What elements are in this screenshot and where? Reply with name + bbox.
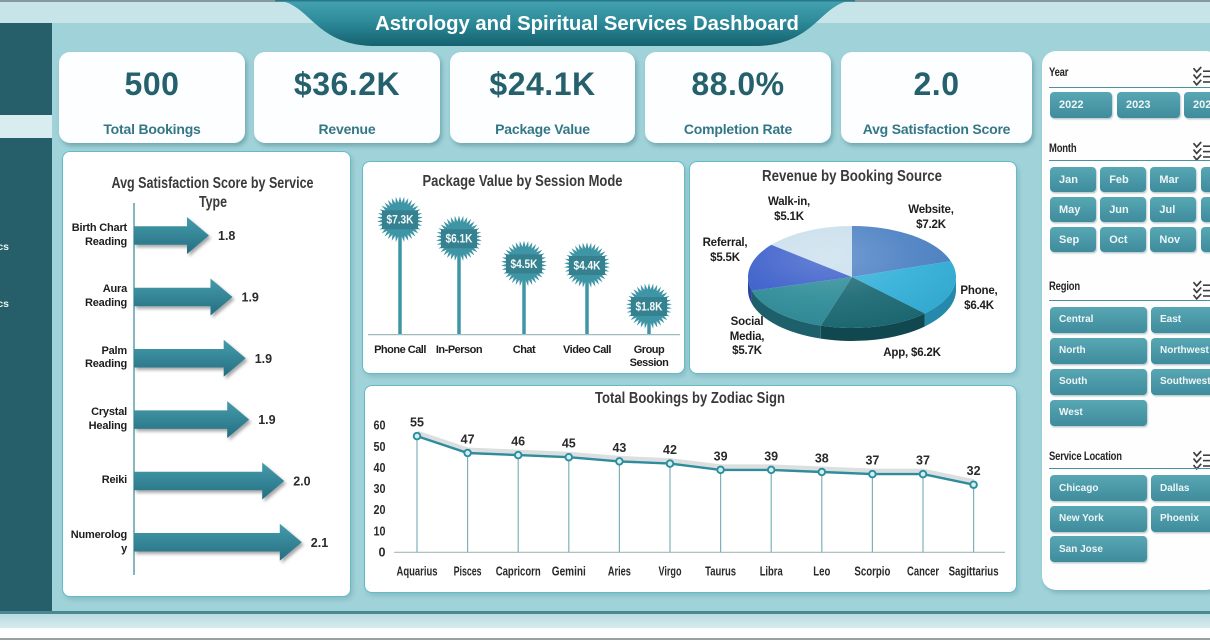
svg-text:40: 40 — [374, 461, 386, 475]
svg-text:42: 42 — [663, 443, 677, 457]
svg-text:60: 60 — [374, 419, 386, 433]
svg-text:37: 37 — [865, 454, 879, 468]
svg-text:1.9: 1.9 — [242, 291, 259, 305]
svg-text:55: 55 — [410, 416, 424, 430]
svg-text:10: 10 — [374, 524, 386, 538]
svg-text:$4.5K: $4.5K — [511, 257, 538, 271]
svg-text:0: 0 — [379, 546, 386, 560]
svg-text:45: 45 — [562, 437, 576, 451]
svg-text:Capricorn: Capricorn — [496, 564, 541, 579]
svg-text:Revenue by Booking Source: Revenue by Booking Source — [762, 168, 942, 185]
svg-text:Gemini: Gemini — [552, 564, 586, 579]
svg-text:Libra: Libra — [760, 564, 784, 579]
svg-text:50: 50 — [374, 440, 386, 454]
svg-text:Type: Type — [199, 194, 227, 211]
svg-text:39: 39 — [714, 449, 728, 463]
svg-text:Taurus: Taurus — [705, 564, 736, 579]
svg-text:Aquarius: Aquarius — [397, 564, 438, 579]
svg-text:37: 37 — [916, 454, 930, 468]
svg-text:2.1: 2.1 — [311, 536, 328, 550]
svg-text:$1.8K: $1.8K — [636, 299, 663, 313]
svg-text:39: 39 — [764, 449, 778, 463]
svg-text:$6.1K: $6.1K — [446, 232, 473, 246]
svg-text:$4.4K: $4.4K — [574, 258, 601, 272]
svg-text:$7.3K: $7.3K — [387, 213, 414, 227]
svg-text:Package Value by Session Mode: Package Value by Session Mode — [423, 173, 623, 190]
svg-text:Cancer: Cancer — [907, 564, 939, 579]
svg-text:1.8: 1.8 — [218, 229, 235, 243]
svg-text:Aries: Aries — [608, 564, 631, 579]
svg-text:47: 47 — [461, 432, 475, 446]
svg-text:38: 38 — [815, 452, 829, 466]
svg-text:Virgo: Virgo — [659, 564, 682, 579]
svg-text:43: 43 — [612, 441, 626, 455]
svg-text:2.0: 2.0 — [293, 475, 310, 489]
svg-text:1.9: 1.9 — [258, 413, 275, 427]
svg-text:Leo: Leo — [813, 564, 830, 579]
svg-text:Sagittarius: Sagittarius — [949, 564, 999, 579]
svg-text:Scorpio: Scorpio — [854, 564, 890, 579]
svg-text:46: 46 — [511, 435, 525, 449]
svg-text:32: 32 — [967, 464, 981, 478]
svg-text:20: 20 — [374, 503, 386, 517]
svg-text:Total Bookings by Zodiac Sign: Total Bookings by Zodiac Sign — [595, 390, 785, 407]
svg-text:Pisces: Pisces — [454, 564, 482, 579]
svg-text:1.9: 1.9 — [255, 352, 272, 366]
svg-text:Avg Satisfaction Score by Serv: Avg Satisfaction Score by Service — [112, 175, 314, 192]
svg-text:30: 30 — [374, 482, 386, 496]
